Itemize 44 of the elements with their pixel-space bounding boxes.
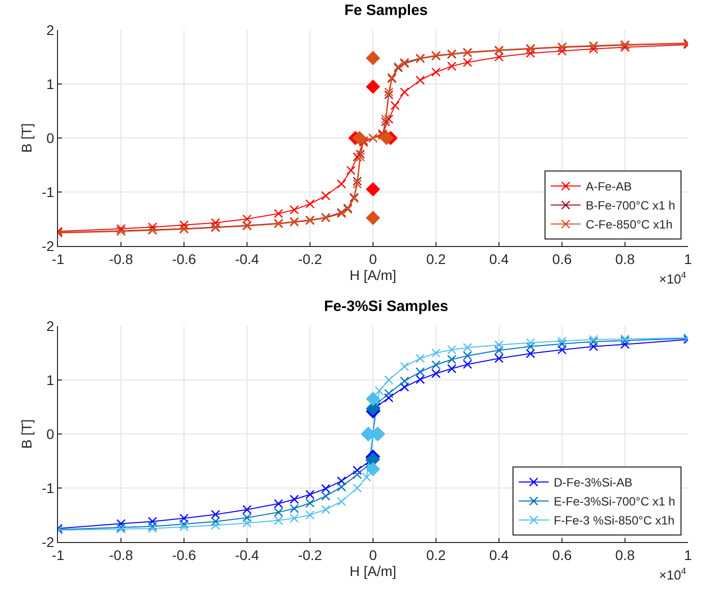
y-tick-label: 1 (46, 76, 54, 92)
x-tick-label: 0.4 (489, 250, 509, 267)
x-tick-label: -0.8 (108, 250, 134, 267)
y-tick-label: 1 (46, 372, 54, 388)
legend-label: D-Fe-3%Si-AB (554, 476, 632, 490)
x-tick-label: -0.8 (108, 546, 134, 563)
x-tick-label: 0.4 (489, 546, 509, 563)
x-tick-label: -0.4 (234, 250, 260, 267)
y-tick-label: -1 (42, 480, 54, 496)
x-tick-label: -0.2 (298, 250, 322, 267)
text: ×10$^{4}$ (659, 566, 686, 582)
y-axis-title: B [T] (18, 123, 34, 153)
y-tick-label: 2 (46, 318, 54, 334)
y-tick-label: -2 (42, 238, 54, 254)
chart-title: Fe Samples (344, 2, 428, 19)
x-tick-label: 1 (684, 250, 692, 267)
y-tick-label: -2 (42, 534, 54, 550)
y-axis-title: B [T] (18, 419, 34, 449)
x-axis-title: H [A/m] (350, 267, 396, 284)
x-tick-label: 0.6 (552, 250, 572, 267)
x-tick-label: 0 (369, 250, 378, 267)
x-tick-label: -0.4 (234, 546, 260, 563)
x-tick-label: -0.6 (172, 250, 196, 267)
x-tick-label: 1 (684, 546, 692, 563)
legend-label: B-Fe-700°C x1 h (586, 198, 676, 213)
y-tick-label: -1 (42, 184, 54, 200)
x-tick-label: 0 (369, 546, 378, 563)
legend-label: A-Fe-AB (586, 180, 632, 194)
legend-label: C-Fe-850°C x1h (586, 218, 673, 232)
x-tick-label: -0.6 (172, 546, 196, 563)
y-tick-label: 0 (46, 426, 54, 442)
y-tick-label: 2 (46, 22, 54, 38)
legend-label: E-Fe-3%Si-700°C x1 h (554, 494, 676, 509)
x-tick-label: 0.8 (615, 546, 635, 563)
x-axis-title: H [A/m] (350, 563, 396, 580)
x-tick-label: 0.6 (552, 546, 572, 563)
x-tick-label: 0.8 (615, 250, 635, 267)
x-tick-label: 0.2 (426, 250, 446, 267)
x-tick-label: -0.2 (298, 546, 322, 563)
legend-label: F-Fe-3 %Si-850°C x1h (554, 514, 675, 528)
chart-title: Fe-3%Si Samples (324, 298, 448, 315)
y-tick-label: 0 (46, 130, 54, 146)
x-tick-label: 0.2 (426, 546, 446, 563)
text: ×10$^{4}$ (659, 270, 686, 286)
